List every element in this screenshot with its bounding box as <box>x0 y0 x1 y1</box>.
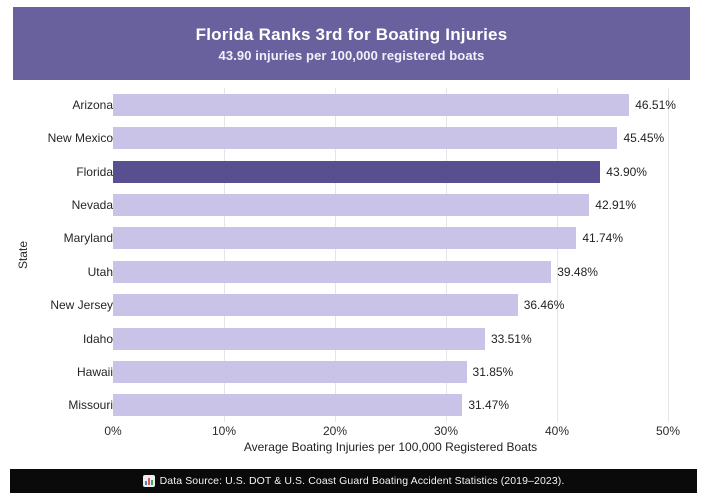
bar-value-label: 33.51% <box>490 331 532 346</box>
bar-value-label: 43.90% <box>606 164 647 179</box>
gridline <box>668 88 669 422</box>
x-axis-label: Average Boating Injuries per 100,000 Reg… <box>243 440 538 454</box>
chart-subtitle: 43.90 injuries per 100,000 registered bo… <box>218 47 485 63</box>
x-tick-label: 50% <box>655 424 681 438</box>
y-axis-label: State <box>16 240 30 270</box>
category-label: Maryland <box>63 231 113 246</box>
x-tick-label: 30% <box>433 424 459 438</box>
category-label: Arizona <box>72 97 113 112</box>
bar-row: 31.85% <box>113 355 668 388</box>
bar-value-label: 31.47% <box>468 398 510 413</box>
category-label: Nevada <box>71 197 113 212</box>
gridline <box>557 88 558 422</box>
bar-row: 41.74% <box>113 222 668 255</box>
plot-column: 46.51% 45.45% 43.90% 42.91% 41.74% 39.48% 36.4… <box>104 88 680 454</box>
x-axis-ticks: 0% 10% 20% 30% 40% 50% <box>104 424 680 439</box>
x-tick-label: 10% <box>211 424 237 438</box>
category-labels: Arizona New Mexico Florida Nevada Maryland Ut… <box>32 88 113 422</box>
category-label: New Mexico <box>47 131 113 146</box>
bar-utah <box>113 260 552 283</box>
gridline <box>335 88 336 422</box>
bar-florida <box>113 160 601 183</box>
gridlines <box>113 88 669 422</box>
x-tick-label: 20% <box>322 424 348 438</box>
bar-value-label: 42.91% <box>595 197 636 212</box>
bar-chart-icon <box>142 475 155 487</box>
plot-area: 46.51% 45.45% 43.90% 42.91% 41.74% 39.48% 36.4… <box>113 88 676 422</box>
bar-arizona <box>113 93 630 116</box>
source-footer: Data Source: U.S. DOT & U.S. Coast Guard… <box>10 469 697 493</box>
bar-new-mexico <box>113 127 618 150</box>
bar-value-label: 45.45% <box>623 131 665 146</box>
bar-value-label: 39.48% <box>557 264 598 279</box>
category-label: Utah <box>87 264 113 279</box>
bar-value-label: 46.51% <box>635 97 676 112</box>
bar-row: 39.48% <box>113 255 668 288</box>
gridline <box>446 88 447 422</box>
category-label: Hawaii <box>76 364 113 379</box>
bar-row: 42.91% <box>113 188 668 221</box>
x-tick-label: 0% <box>104 424 122 438</box>
category-label: New Jersey <box>50 298 113 313</box>
bar-value-label: 36.46% <box>523 298 565 313</box>
bar-missouri <box>113 394 463 417</box>
bar-row: 31.47% <box>113 389 668 422</box>
category-label: Florida <box>76 164 113 179</box>
bar-maryland <box>113 227 577 250</box>
bar-row: 46.51% <box>113 88 676 121</box>
bar-value-label: 41.74% <box>582 231 624 246</box>
bar-idaho <box>113 327 485 350</box>
bar-row: 36.46% <box>113 288 668 321</box>
bar-value-label: 31.85% <box>472 364 514 379</box>
category-label: Idaho <box>82 331 113 346</box>
bar-chart: State Arizona New Mexico Florida Nevada Mary… <box>14 88 680 454</box>
bar-new-jersey <box>113 294 518 317</box>
chart-title-banner: Florida Ranks 3rd for Boating Injuries 4… <box>13 7 690 80</box>
y-axis: State <box>14 88 32 422</box>
x-tick-label: 40% <box>544 424 570 438</box>
bar-row: 33.51% <box>113 322 668 355</box>
category-label: Missouri <box>68 398 113 413</box>
bar-row: 43.90% <box>113 155 668 188</box>
infographic-page: Florida Ranks 3rd for Boating Injuries 4… <box>0 7 709 499</box>
chart-title: Florida Ranks 3rd for Boating Injuries <box>195 24 508 44</box>
source-text: Data Source: U.S. DOT & U.S. Coast Guard… <box>159 475 565 487</box>
bar-rows: 46.51% 45.45% 43.90% 42.91% 41.74% 39.48% 36.4… <box>113 88 676 422</box>
bar-hawaii <box>113 360 467 383</box>
gridline <box>224 88 225 422</box>
bar-row: 45.45% <box>113 121 668 154</box>
bar-nevada <box>113 193 590 216</box>
